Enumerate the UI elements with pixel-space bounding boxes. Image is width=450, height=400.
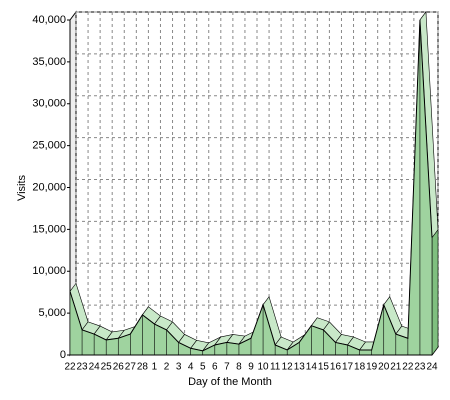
x-tick-label: 23 — [77, 362, 89, 373]
x-tick-label: 19 — [366, 362, 378, 373]
x-tick-label: 25 — [101, 362, 113, 373]
x-tick-label: 22 — [402, 362, 414, 373]
y-tick-label: 40,000 — [32, 14, 66, 26]
x-tick-label: 13 — [294, 362, 306, 373]
x-tick-label: 6 — [212, 362, 218, 373]
x-tick-label: 22 — [64, 362, 76, 373]
x-tick-label: 28 — [137, 362, 149, 373]
x-tick-label: 14 — [306, 362, 318, 373]
x-tick-label: 18 — [354, 362, 366, 373]
x-tick-label: 7 — [224, 362, 230, 373]
x-tick-label: 23 — [414, 362, 426, 373]
x-tick-label: 16 — [330, 362, 342, 373]
area-line — [69, 19, 433, 352]
x-tick-label: 15 — [318, 362, 330, 373]
y-tick-label: 20,000 — [32, 181, 66, 193]
x-tick-label: 21 — [390, 362, 402, 373]
y-tick-label: 10,000 — [32, 265, 66, 277]
x-tick-label: 1 — [152, 362, 158, 373]
x-tick-label: 4 — [188, 362, 194, 373]
x-tick-label: 10 — [258, 362, 270, 373]
x-tick-label: 24 — [89, 362, 101, 373]
x-tick-label: 9 — [248, 362, 254, 373]
x-tick-label: 26 — [113, 362, 125, 373]
y-axis-title: Visits — [16, 174, 28, 201]
x-tick-label: 3 — [176, 362, 182, 373]
y-tick-label: 35,000 — [32, 56, 66, 68]
x-tick-label: 17 — [342, 362, 354, 373]
area-side — [431, 228, 439, 356]
x-tick-label: 5 — [200, 362, 206, 373]
y-tick-label: 25,000 — [32, 140, 66, 152]
y-tick-label: 5,000 — [38, 307, 66, 319]
x-tick-label: 12 — [282, 362, 294, 373]
y-tick-label: 15,000 — [32, 223, 66, 235]
x-tick-label: 2 — [164, 362, 170, 373]
y-tick-label: 30,000 — [32, 98, 66, 110]
x-tick-label: 24 — [426, 362, 438, 373]
x-tick-label: 20 — [378, 362, 390, 373]
x-tick-label: 11 — [270, 362, 281, 373]
x-tick-label: 27 — [125, 362, 137, 373]
y-tick-label: 0 — [60, 349, 66, 361]
x-axis-title: Day of the Month — [188, 376, 272, 388]
x-tick-label: 8 — [236, 362, 242, 373]
